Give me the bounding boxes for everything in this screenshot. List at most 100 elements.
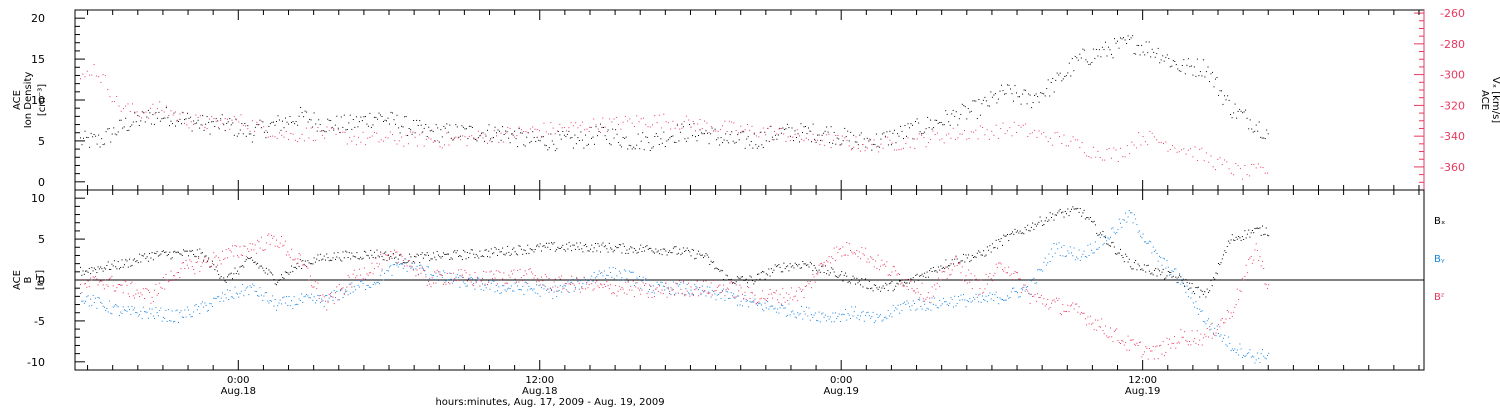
bx-point-132 xyxy=(245,259,247,261)
bx-point-156 xyxy=(276,284,277,286)
by-point-776 xyxy=(1054,252,1056,254)
ion-density-point-409 xyxy=(696,140,698,142)
by-point-240 xyxy=(381,270,383,272)
bz-point-331 xyxy=(495,270,497,272)
bx-point-419 xyxy=(606,248,608,250)
bx-point-767 xyxy=(1043,224,1045,225)
bz-point-410 xyxy=(595,282,596,284)
by-point-341 xyxy=(508,287,510,289)
bx-point-807 xyxy=(1093,220,1095,222)
by-point-893 xyxy=(1201,310,1203,312)
ion-density-point-733 xyxy=(1184,73,1186,75)
vx-point-523 xyxy=(1262,167,1264,169)
bz-point-322 xyxy=(484,283,486,285)
by-point-32 xyxy=(120,311,122,313)
ion-density-point-400 xyxy=(682,126,684,128)
by-point-797 xyxy=(1081,256,1083,258)
ion-density-point-239 xyxy=(440,129,442,131)
ion-density-point-43 xyxy=(144,121,146,123)
by-point-284 xyxy=(436,276,438,278)
ion-density-point-604 xyxy=(990,91,992,93)
ion-density-point-80 xyxy=(200,124,202,126)
bz-point-305 xyxy=(463,276,465,278)
bx-point-445 xyxy=(639,248,640,250)
bx-point-258 xyxy=(404,262,406,264)
bx-point-42 xyxy=(132,259,134,261)
vx-point-125 xyxy=(362,131,364,133)
bz-point-368 xyxy=(542,280,544,282)
bx-point-195 xyxy=(325,259,326,261)
vx-point-7 xyxy=(95,75,97,77)
bz-point-614 xyxy=(851,251,853,253)
ion-density-point-666 xyxy=(1083,49,1085,51)
by-point-72 xyxy=(170,320,172,322)
vx-point-39 xyxy=(168,115,170,117)
bx-point-825 xyxy=(1116,253,1118,255)
ion-density-point-266 xyxy=(481,132,482,134)
by-point-730 xyxy=(996,296,998,298)
bz-point-379 xyxy=(556,290,558,292)
bx-point-11 xyxy=(93,267,95,269)
ion-density-point-638 xyxy=(1041,92,1043,94)
bx-point-609 xyxy=(845,272,846,274)
bx-point-465 xyxy=(664,248,666,250)
bx-point-707 xyxy=(968,254,970,256)
bx-point-451 xyxy=(646,245,648,247)
bz-point-743 xyxy=(1013,273,1015,274)
bz-point-201 xyxy=(332,296,334,298)
bx-point-369 xyxy=(543,245,545,247)
ion-density-point-180 xyxy=(351,128,353,130)
bx-point-267 xyxy=(415,256,417,258)
bx-point-346 xyxy=(514,251,516,253)
bx-point-634 xyxy=(876,287,878,289)
bx-point-90 xyxy=(193,254,195,255)
bz-point-669 xyxy=(920,294,922,295)
by-point-342 xyxy=(509,288,511,290)
by-point-743 xyxy=(1013,287,1015,289)
bx-point-889 xyxy=(1196,287,1198,289)
bz-point-166 xyxy=(288,254,290,256)
vx-point-86 xyxy=(274,136,276,138)
by-point-187 xyxy=(314,302,316,304)
vx-point-23 xyxy=(132,103,133,105)
bx-point-413 xyxy=(598,245,600,247)
bz-point-352 xyxy=(522,280,524,282)
bx-point-753 xyxy=(1025,229,1027,231)
bx-point-837 xyxy=(1131,268,1133,270)
ion-density-point-81 xyxy=(202,115,204,117)
by-point-412 xyxy=(597,274,599,276)
bx-point-80 xyxy=(180,253,182,255)
bz-point-822 xyxy=(1112,341,1114,343)
by-point-781 xyxy=(1061,246,1062,248)
by-point-482 xyxy=(685,288,687,290)
bz-point-457 xyxy=(654,296,655,298)
bz-point-356 xyxy=(527,283,529,285)
by-point-469 xyxy=(669,290,671,292)
bx-point-922 xyxy=(1238,236,1240,237)
bz-point-321 xyxy=(483,271,485,272)
bz-point-758 xyxy=(1032,296,1034,297)
by-point-437 xyxy=(628,270,630,272)
by-point-345 xyxy=(513,290,515,292)
bz-point-172 xyxy=(296,263,298,265)
ion-density-point-353 xyxy=(612,128,614,130)
bz-point-671 xyxy=(922,298,924,300)
by-point-792 xyxy=(1074,259,1076,261)
ion-density-point-340 xyxy=(592,136,594,138)
bx-point-506 xyxy=(715,267,717,269)
bz-point-130 xyxy=(243,245,245,247)
ion-density-point-748 xyxy=(1207,66,1209,68)
bx-point-113 xyxy=(222,279,223,281)
bx-point-559 xyxy=(782,271,784,273)
by-point-910 xyxy=(1223,337,1224,339)
ion-density-point-193 xyxy=(370,126,372,128)
vx-point-137 xyxy=(389,131,391,133)
by-point-889 xyxy=(1196,308,1198,310)
bx-point-730 xyxy=(996,247,998,249)
bz-point-149 xyxy=(267,234,269,236)
bx-point-453 xyxy=(649,247,650,249)
bx-point-621 xyxy=(860,284,861,286)
ion-density-point-391 xyxy=(669,137,671,139)
ion-density-point-105 xyxy=(238,133,240,135)
ion-density-point-262 xyxy=(474,139,476,140)
